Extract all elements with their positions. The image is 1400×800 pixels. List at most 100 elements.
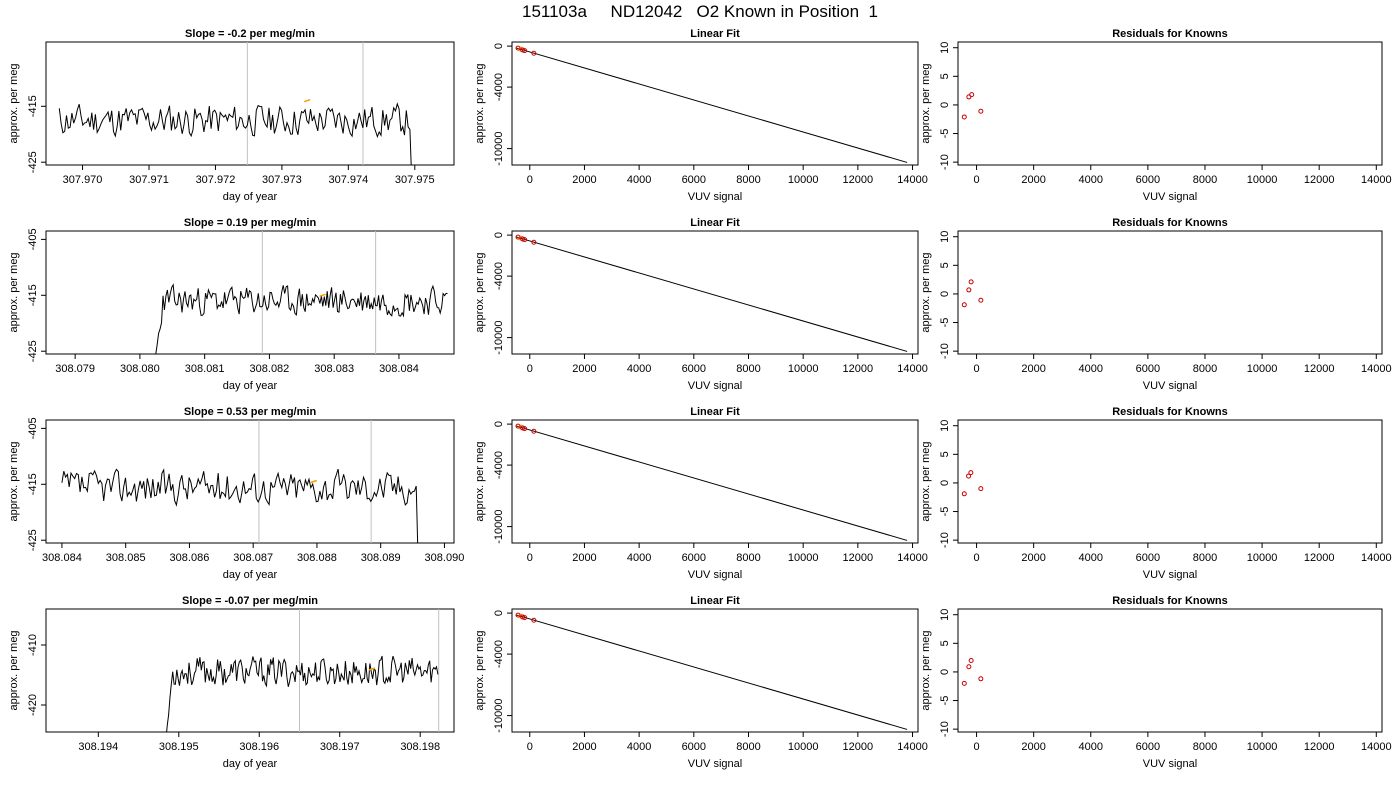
plot-frame	[511, 419, 919, 544]
panel-title: Residuals for Knowns	[1112, 28, 1228, 40]
data-point	[515, 45, 521, 51]
x-tick-label: 14000	[1361, 174, 1392, 186]
y-tick-label: -4000	[493, 640, 505, 668]
data-trace	[155, 283, 448, 354]
y-tick-label: 5	[939, 451, 951, 457]
data-trace	[166, 655, 439, 732]
y-tick-label: -10000	[493, 320, 505, 354]
panel-title: Residuals for Knowns	[1112, 406, 1228, 418]
y-tick-label: -425	[27, 151, 39, 173]
y-tick-label: -10000	[493, 131, 505, 165]
data-point	[968, 657, 974, 663]
x-tick-label: 12000	[843, 174, 874, 186]
y-tick-label: -10000	[493, 698, 505, 732]
x-axis-label: VUV signal	[1143, 569, 1197, 581]
panel-ts-1: Slope = -0.2 per meg/min 307.970 307.971 30…	[8, 28, 455, 203]
plot-area	[961, 470, 984, 497]
x-tick-label: 4000	[1079, 552, 1103, 564]
data-point	[968, 470, 974, 476]
x-tick-label: 12000	[843, 363, 874, 375]
y-tick-label: 5	[939, 640, 951, 646]
y-axis-label: approx. per meg	[920, 252, 932, 332]
data-point	[515, 234, 521, 240]
x-tick-label: 308.090	[425, 552, 465, 564]
plot-frame	[45, 419, 455, 544]
y-tick-label: 5	[939, 262, 951, 268]
x-tick-label: 2000	[1021, 552, 1045, 564]
y-tick-label: -10	[939, 343, 951, 359]
data-point	[961, 302, 967, 308]
x-tick-label: 6000	[682, 174, 706, 186]
plot-frame	[511, 41, 919, 166]
y-tick-label: -5	[939, 507, 951, 517]
x-tick-label: 308.080	[120, 363, 160, 375]
y-axis-label: approx. per meg	[474, 441, 486, 521]
y-tick-label: -405	[27, 228, 39, 250]
x-tick-label: 308.194	[78, 741, 118, 753]
data-point	[978, 297, 984, 303]
x-tick-label: 308.084	[42, 552, 82, 564]
x-tick-label: 307.974	[328, 174, 368, 186]
y-tick-label: -425	[27, 340, 39, 362]
x-tick-label: 8000	[736, 552, 760, 564]
x-tick-label: 14000	[1361, 363, 1392, 375]
x-tick-label: 14000	[897, 741, 928, 753]
data-point	[531, 617, 537, 623]
x-tick-label: 308.198	[400, 741, 440, 753]
panel-ts-3: Slope = 0.53 per meg/min 308.084 308.085 30…	[8, 406, 464, 581]
page-title: 151103a ND12042 O2 Known in Position 1	[522, 2, 878, 21]
x-tick-label: 2000	[1021, 363, 1045, 375]
x-tick-label: 12000	[1304, 741, 1335, 753]
panel-ts-4: Slope = -0.07 per meg/min 308.194 308.195 3…	[8, 595, 455, 770]
data-point	[961, 491, 967, 497]
plot-frame	[957, 41, 1383, 166]
data-point	[531, 50, 537, 56]
plot-area	[961, 657, 984, 686]
x-axis-label: day of year	[223, 758, 278, 770]
data-point	[966, 287, 972, 293]
x-tick-label: 8000	[1193, 741, 1217, 753]
x-tick-label: 10000	[788, 174, 819, 186]
data-point	[522, 237, 528, 243]
y-tick-label: -10	[939, 154, 951, 170]
x-tick-label: 308.086	[170, 552, 210, 564]
panel-fit-3: Linear Fit 0 2000 4000 6000 8000 10000 12000 140…	[474, 406, 928, 581]
x-tick-label: 4000	[1079, 363, 1103, 375]
data-point	[961, 114, 967, 120]
y-axis-label: approx. per meg	[8, 441, 20, 521]
x-tick-label: 6000	[682, 363, 706, 375]
data-point	[522, 48, 528, 54]
data-point	[978, 676, 984, 682]
x-tick-label: 4000	[1079, 174, 1103, 186]
x-tick-label: 6000	[1136, 552, 1160, 564]
x-tick-label: 307.975	[395, 174, 435, 186]
x-tick-label: 2000	[572, 174, 596, 186]
x-tick-label: 308.197	[320, 741, 360, 753]
x-tick-label: 4000	[627, 741, 651, 753]
plot-frame	[511, 608, 919, 733]
x-tick-label: 308.089	[361, 552, 401, 564]
x-tick-label: 0	[527, 174, 533, 186]
x-tick-label: 14000	[897, 174, 928, 186]
x-tick-label: 12000	[843, 741, 874, 753]
x-tick-label: 12000	[1304, 552, 1335, 564]
x-tick-label: 308.082	[250, 363, 290, 375]
fit-line	[515, 236, 908, 352]
x-tick-label: 0	[527, 552, 533, 564]
fit-line	[515, 425, 908, 541]
data-trace	[58, 102, 412, 165]
plot-area	[515, 612, 908, 730]
x-tick-label: 2000	[572, 363, 596, 375]
plot-frame	[957, 419, 1383, 544]
panel-title: Slope = -0.07 per meg/min	[182, 595, 318, 607]
plot-frame	[511, 230, 919, 355]
plot-area	[166, 609, 440, 732]
x-tick-label: 12000	[843, 552, 874, 564]
y-tick-label: -410	[27, 634, 39, 656]
fit-line	[515, 614, 908, 730]
x-tick-label: 0	[527, 741, 533, 753]
